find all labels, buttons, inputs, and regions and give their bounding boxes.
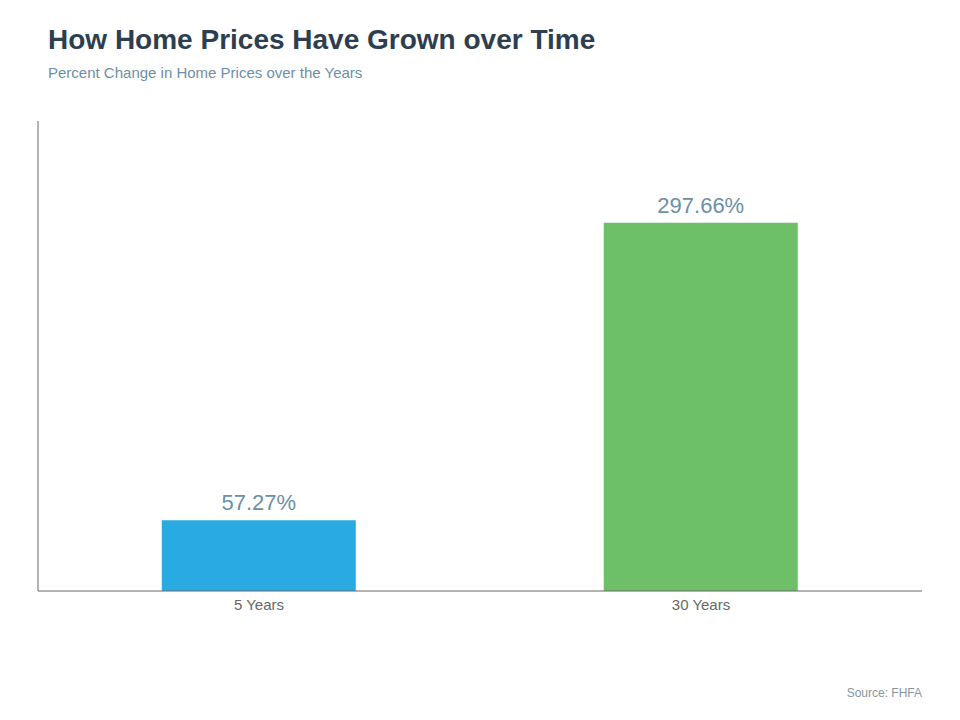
svg-text:57.27%: 57.27% [221, 490, 296, 515]
html-text:Percent Change in Home Prices: Percent Change in Home Prices over the Y… [48, 64, 363, 81]
svg-text:5 Years: 5 Years [234, 596, 284, 613]
svg-text:30 Years: 30 Years [672, 596, 730, 613]
html-text:Source: FHFA: Source: FHFA [846, 686, 922, 700]
svg-text:297.66%: 297.66% [657, 193, 744, 218]
html-text:How Home Prices Have Grown ove: How Home Prices Have Grown over Time [48, 24, 596, 55]
